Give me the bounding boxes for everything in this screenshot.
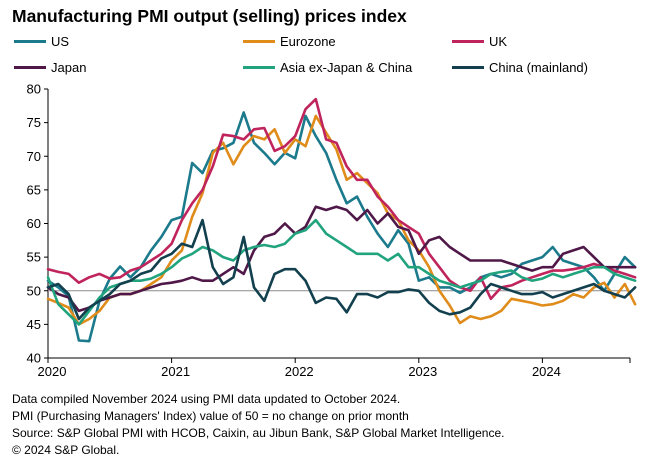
legend-label-eurozone: Eurozone — [280, 33, 336, 49]
legend-swatch-japan — [14, 65, 46, 69]
x-tick-label: 2020 — [38, 364, 67, 379]
legend-swatch-china-mainland — [452, 65, 484, 69]
y-tick-label: 45 — [27, 317, 41, 332]
legend-item-asia-ex-japan-china: Asia ex-Japan & China — [243, 57, 412, 77]
legend-swatch-asia-ex-japan-china — [243, 65, 275, 69]
legend-swatch-us — [14, 39, 46, 43]
footnotes: Data compiled November 2024 using PMI da… — [12, 391, 504, 459]
x-tick-label: 2022 — [285, 364, 314, 379]
y-tick-label: 55 — [27, 250, 41, 265]
footnote-data-compiled: Data compiled November 2024 using PMI da… — [12, 392, 401, 406]
y-tick-label: 40 — [27, 351, 41, 366]
footnote-pmi-definition: PMI (Purchasing Managers' Index) value o… — [12, 409, 409, 423]
series-layer — [46, 97, 637, 343]
legend-item-japan: Japan — [14, 57, 86, 77]
series-line-us — [46, 111, 637, 343]
y-tick-label: 70 — [27, 149, 41, 164]
axes: 40 45 50 55 60 65 70 75 80 2020 2021 2022 2023 2024 — [27, 82, 631, 379]
x-tick-label: 2023 — [408, 364, 437, 379]
chart-title: Manufacturing PMI output (selling) price… — [12, 6, 407, 26]
series-line-uk — [46, 97, 637, 301]
legend-item-eurozone: Eurozone — [243, 31, 336, 51]
series-line-eurozone — [46, 114, 637, 326]
x-tick-label: 2021 — [161, 364, 190, 379]
series-line-china-mainland — [46, 218, 637, 321]
y-tick-label: 80 — [27, 82, 41, 97]
legend-item-uk: UK — [452, 31, 507, 51]
series-line-japan — [46, 205, 637, 313]
y-tick-label: 75 — [27, 115, 41, 130]
legend-label-us: US — [51, 33, 70, 49]
footnote-source: Source: S&P Global PMI with HCOB, Caixin… — [12, 426, 505, 440]
legend-label-asia-ex-japan-china: Asia ex-Japan & China — [280, 59, 413, 75]
legend-label-uk: UK — [489, 33, 508, 49]
series-line-asia-ex-japan-china — [46, 218, 637, 326]
y-tick-label: 50 — [27, 283, 41, 298]
y-tick-label: 65 — [27, 182, 41, 197]
legend-item-us: US — [14, 31, 69, 51]
footnote-copyright: © 2024 S&P Global. — [12, 443, 120, 457]
x-tick-label: 2024 — [532, 364, 561, 379]
legend: US Eurozone UK Japan Asia ex-Japan & Chi… — [14, 31, 634, 81]
legend-swatch-eurozone — [243, 39, 275, 43]
legend-swatch-uk — [452, 39, 484, 43]
legend-label-japan: Japan — [51, 59, 87, 75]
legend-label-china-mainland: China (mainland) — [489, 59, 588, 75]
y-tick-label: 60 — [27, 216, 41, 231]
legend-item-china-mainland: China (mainland) — [452, 57, 588, 77]
